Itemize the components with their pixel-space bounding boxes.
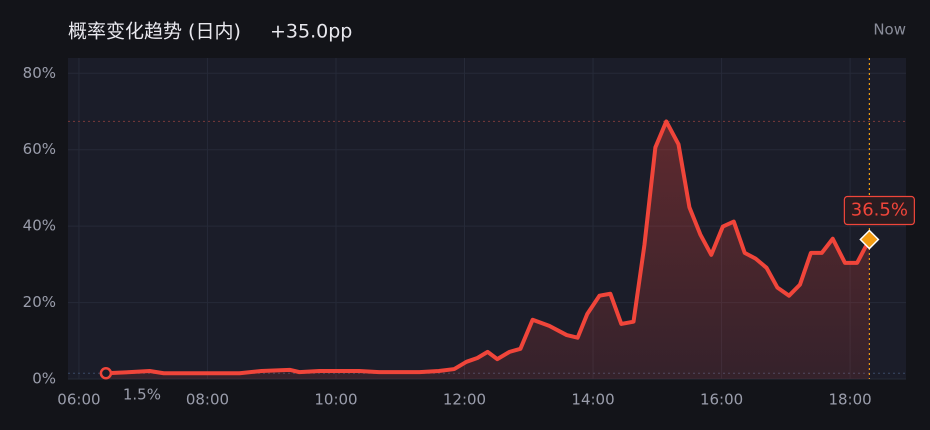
end-value-label: 36.5% [851,200,908,221]
chart-title: 概率变化趋势 (日内) [68,21,241,43]
x-tick-label: 06:00 [57,391,100,409]
end-label-box [843,195,915,226]
y-tick-label: 20% [23,293,56,311]
x-tick-label: 08:00 [186,391,229,409]
change-label: +35.0pp [270,21,352,43]
x-tick-label: 18:00 [828,391,871,409]
now-label: Now [873,21,906,39]
y-tick-label: 60% [23,140,56,158]
area [105,121,870,379]
line [105,119,872,376]
y-tick-label: 80% [23,64,56,82]
x-tick-label: 14:00 [571,391,614,409]
end-marker [859,229,880,250]
y-tick-label: 40% [23,217,56,235]
start-value-label: 1.5% [123,386,161,404]
x-tick-label: 12:00 [443,391,486,409]
y-tick-label: 0% [32,370,56,388]
x-tick-label: 16:00 [700,391,743,409]
start-marker [99,367,113,380]
x-tick-label: 10:00 [314,391,357,409]
